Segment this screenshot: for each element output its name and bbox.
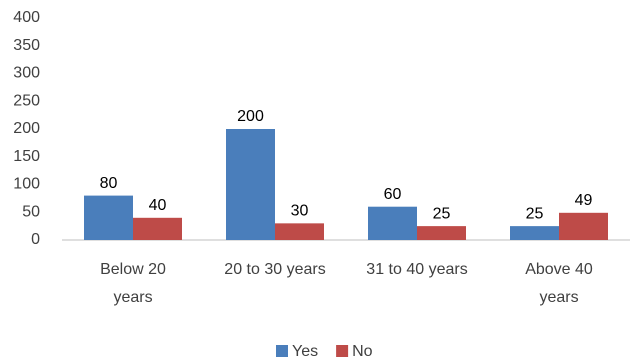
- bar: [368, 206, 417, 240]
- legend-swatch: [336, 345, 349, 357]
- data-label: 49: [575, 192, 593, 209]
- x-tick-label: Above 40 years: [525, 261, 593, 306]
- y-tick-label: 250: [13, 92, 40, 109]
- data-label: 25: [526, 205, 544, 222]
- y-tick-label: 100: [13, 176, 40, 193]
- bar: [559, 212, 608, 240]
- x-tick-label: Below 20 years: [100, 261, 166, 306]
- data-label: 200: [237, 108, 264, 125]
- legend-label: Yes: [292, 343, 318, 360]
- y-tick-label: 300: [13, 65, 40, 82]
- bar: [226, 129, 275, 240]
- x-tick-label: 20 to 30 years: [224, 261, 325, 278]
- data-label: 40: [149, 197, 167, 214]
- x-tick-label: 31 to 40 years: [366, 261, 467, 278]
- bar: [417, 226, 466, 240]
- bar: [84, 195, 133, 240]
- data-label: 25: [433, 205, 451, 222]
- bar: [275, 223, 324, 240]
- y-tick-label: 0: [31, 231, 40, 248]
- bar: [133, 217, 182, 240]
- y-tick-label: 350: [13, 37, 40, 54]
- data-label: 30: [291, 203, 309, 220]
- y-tick-label: 400: [13, 9, 40, 26]
- y-tick-label: 150: [13, 148, 40, 165]
- legend-swatch: [276, 345, 288, 357]
- y-tick-label: 200: [13, 120, 40, 137]
- y-tick-label: 50: [22, 203, 40, 220]
- data-label: 80: [100, 175, 118, 192]
- legend-label: No: [352, 343, 373, 360]
- bar: [510, 226, 559, 240]
- data-label: 60: [384, 186, 402, 203]
